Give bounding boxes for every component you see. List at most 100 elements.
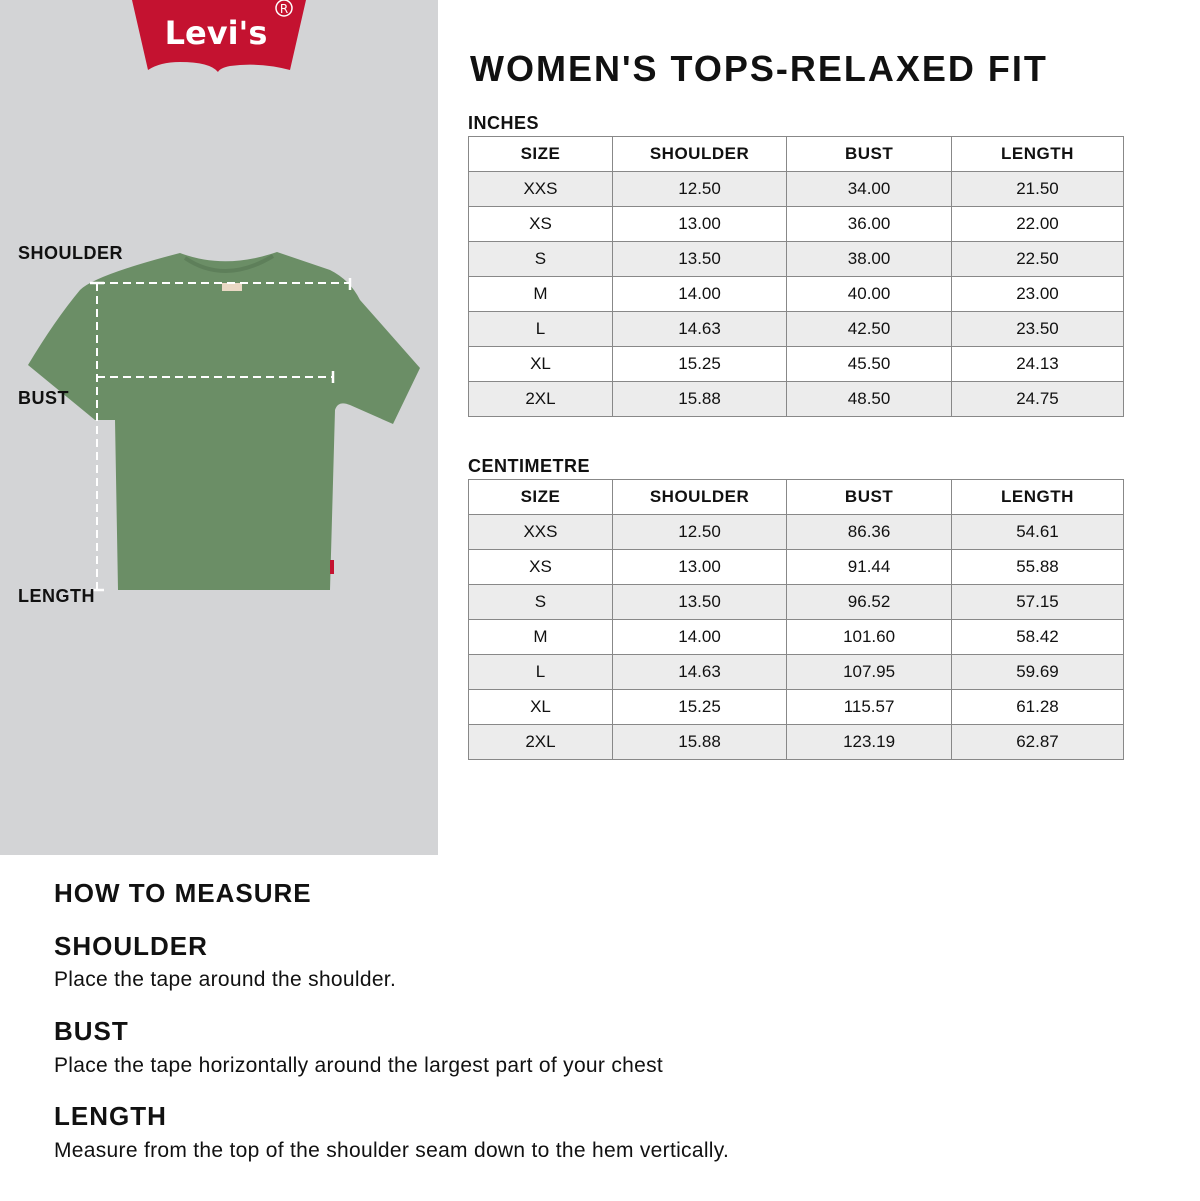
table-cell: 123.19 bbox=[786, 724, 952, 760]
table-cell: 15.25 bbox=[611, 689, 788, 725]
table-cell: 45.50 bbox=[786, 346, 952, 382]
table-row: L 14.63 107.95 59.69 bbox=[468, 654, 1125, 690]
table-cell: 15.25 bbox=[611, 346, 788, 382]
table-cell: 54.61 bbox=[950, 514, 1125, 550]
table-cell: 24.75 bbox=[950, 381, 1125, 417]
centimetre-label: CENTIMETRE bbox=[468, 456, 590, 476]
shoulder-heading: SHOULDER bbox=[54, 931, 208, 961]
table-row: M 14.00 40.00 23.00 bbox=[468, 276, 1125, 312]
column-header: LENGTH bbox=[950, 136, 1125, 172]
table-cell: 12.50 bbox=[611, 514, 788, 550]
table-cell: 101.60 bbox=[786, 619, 952, 655]
table-cell: 34.00 bbox=[786, 171, 952, 207]
table-cell: 15.88 bbox=[611, 381, 788, 417]
how-to-measure-title: HOW TO MEASURE bbox=[54, 878, 312, 908]
bust-heading: BUST bbox=[54, 1016, 129, 1046]
bust-label: BUST bbox=[18, 388, 69, 408]
table-cell: 23.50 bbox=[950, 311, 1125, 347]
table-cell: 21.50 bbox=[950, 171, 1125, 207]
table-row: L 14.63 42.50 23.50 bbox=[468, 311, 1125, 347]
table-cell: 2XL bbox=[468, 381, 613, 417]
table-cell: S bbox=[468, 241, 613, 277]
table-cell: XXS bbox=[468, 514, 613, 550]
table-cell: 14.63 bbox=[611, 654, 788, 690]
header-row: SIZE SHOULDER BUST LENGTH bbox=[468, 479, 1125, 515]
table-cell: 40.00 bbox=[786, 276, 952, 312]
table-cell: XS bbox=[468, 549, 613, 585]
centimetre-table: SIZE SHOULDER BUST LENGTH XXS 12.50 86.36 54.61… bbox=[468, 479, 1125, 760]
column-header: SHOULDER bbox=[611, 479, 788, 515]
table-row: XXS 12.50 34.00 21.50 bbox=[468, 171, 1125, 207]
table-row: M 14.00 101.60 58.42 bbox=[468, 619, 1125, 655]
table-cell: M bbox=[468, 276, 613, 312]
table-row: S 13.50 38.00 22.50 bbox=[468, 241, 1125, 277]
table-cell: S bbox=[468, 584, 613, 620]
table-cell: 59.69 bbox=[950, 654, 1125, 690]
table-cell: 115.57 bbox=[786, 689, 952, 725]
table-cell: 13.00 bbox=[611, 206, 788, 242]
shoulder-text: Place the tape around the shoulder. bbox=[54, 968, 397, 991]
column-header: BUST bbox=[786, 136, 952, 172]
table-cell: 14.00 bbox=[611, 619, 788, 655]
table-row: 2XL 15.88 123.19 62.87 bbox=[468, 724, 1125, 760]
inches-label: INCHES bbox=[468, 113, 540, 133]
table-cell: 91.44 bbox=[786, 549, 952, 585]
svg-text:Levi's: Levi's bbox=[165, 14, 268, 52]
table-cell: 22.00 bbox=[950, 206, 1125, 242]
table-cell: XL bbox=[468, 689, 613, 725]
table-cell: XXS bbox=[468, 171, 613, 207]
bust-text: Place the tape horizontally around the l… bbox=[54, 1054, 664, 1077]
table-cell: 58.42 bbox=[950, 619, 1125, 655]
column-header: LENGTH bbox=[950, 479, 1125, 515]
table-cell: 22.50 bbox=[950, 241, 1125, 277]
length-heading: LENGTH bbox=[54, 1101, 167, 1131]
table-row: S 13.50 96.52 57.15 bbox=[468, 584, 1125, 620]
table-cell: 14.00 bbox=[611, 276, 788, 312]
table-cell: 57.15 bbox=[950, 584, 1125, 620]
table-row: XS 13.00 36.00 22.00 bbox=[468, 206, 1125, 242]
diagram-panel: Levi's R SHOULDER BUST LENGTH bbox=[0, 0, 438, 855]
page-title: WOMEN'S TOPS-RELAXED FIT bbox=[470, 48, 1048, 89]
svg-text:R: R bbox=[280, 2, 288, 16]
table-cell: 86.36 bbox=[786, 514, 952, 550]
header-row: SIZE SHOULDER BUST LENGTH bbox=[468, 136, 1125, 172]
table-cell: 55.88 bbox=[950, 549, 1125, 585]
table-row: XL 15.25 115.57 61.28 bbox=[468, 689, 1125, 725]
table-cell: 15.88 bbox=[611, 724, 788, 760]
table-cell: M bbox=[468, 619, 613, 655]
column-header: SHOULDER bbox=[611, 136, 788, 172]
column-header: SIZE bbox=[468, 479, 613, 515]
table-row: XXS 12.50 86.36 54.61 bbox=[468, 514, 1125, 550]
table-cell: 36.00 bbox=[786, 206, 952, 242]
levis-logo: Levi's R bbox=[132, 0, 306, 72]
table-cell: 42.50 bbox=[786, 311, 952, 347]
table-cell: 24.13 bbox=[950, 346, 1125, 382]
table-row: XL 15.25 45.50 24.13 bbox=[468, 346, 1125, 382]
table-cell: 96.52 bbox=[786, 584, 952, 620]
table-cell: 14.63 bbox=[611, 311, 788, 347]
table-cell: 107.95 bbox=[786, 654, 952, 690]
column-header: SIZE bbox=[468, 136, 613, 172]
table-cell: 13.50 bbox=[611, 241, 788, 277]
table-cell: 38.00 bbox=[786, 241, 952, 277]
table-cell: L bbox=[468, 654, 613, 690]
table-row: XS 13.00 91.44 55.88 bbox=[468, 549, 1125, 585]
table-cell: 2XL bbox=[468, 724, 613, 760]
column-header: BUST bbox=[786, 479, 952, 515]
shoulder-label: SHOULDER bbox=[18, 243, 124, 263]
length-text: Measure from the top of the shoulder sea… bbox=[54, 1139, 730, 1162]
table-cell: 12.50 bbox=[611, 171, 788, 207]
table-cell: 48.50 bbox=[786, 381, 952, 417]
table-cell: XL bbox=[468, 346, 613, 382]
inches-table: SIZE SHOULDER BUST LENGTH XXS 12.50 34.00 21.50… bbox=[468, 136, 1125, 417]
table-cell: 61.28 bbox=[950, 689, 1125, 725]
table-cell: 13.50 bbox=[611, 584, 788, 620]
table-cell: XS bbox=[468, 206, 613, 242]
tshirt-image bbox=[28, 252, 420, 592]
table-row: 2XL 15.88 48.50 24.75 bbox=[468, 381, 1125, 417]
length-label: LENGTH bbox=[18, 586, 95, 606]
table-cell: 13.00 bbox=[611, 549, 788, 585]
table-cell: 23.00 bbox=[950, 276, 1125, 312]
table-cell: 62.87 bbox=[950, 724, 1125, 760]
table-cell: L bbox=[468, 311, 613, 347]
